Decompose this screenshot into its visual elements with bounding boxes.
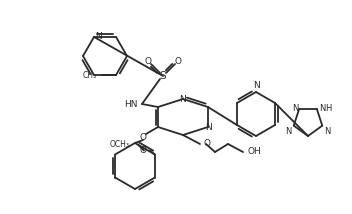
Text: HN: HN (125, 100, 138, 108)
Text: OCH₃: OCH₃ (110, 140, 130, 149)
Text: N: N (285, 127, 292, 136)
Text: N: N (319, 104, 325, 113)
Text: O: O (145, 56, 151, 65)
Text: OH: OH (248, 147, 262, 156)
Text: N: N (180, 95, 186, 104)
Text: H: H (325, 104, 331, 113)
Text: O: O (140, 146, 147, 155)
Text: N: N (205, 122, 211, 131)
Text: O: O (139, 132, 146, 141)
Text: O: O (175, 56, 182, 65)
Text: N: N (292, 104, 298, 113)
Text: O: O (203, 140, 210, 149)
Text: N: N (253, 81, 259, 90)
Text: N: N (95, 33, 102, 42)
Text: CH₃: CH₃ (83, 71, 97, 80)
Text: S: S (160, 71, 166, 81)
Text: N: N (324, 127, 331, 136)
